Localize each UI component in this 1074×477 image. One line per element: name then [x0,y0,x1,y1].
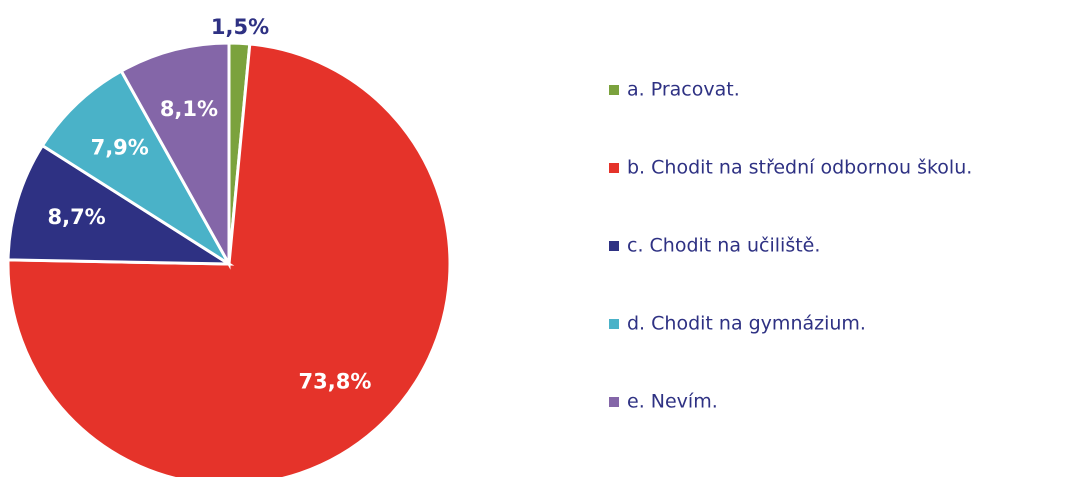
legend-swatch [609,85,619,95]
legend-swatch [609,163,619,173]
value-label: 8,1% [160,97,218,121]
value-label: 7,9% [91,135,149,159]
value-label: 8,7% [47,205,105,229]
legend-label: e. Nevím. [627,391,718,413]
pie-slice [6,143,235,266]
legend-label: d. Chodit na gymnázium. [627,313,866,335]
legend-label: a. Pracovat. [627,79,740,101]
legend-swatch [609,397,619,407]
legend-label: c. Chodit na učiliště. [627,235,820,257]
value-label: 73,8% [299,370,372,394]
legend-swatch [609,241,619,251]
pie-slice [40,68,231,266]
pie-slice [119,41,231,270]
legend-swatch [609,319,619,329]
legend-label: b. Chodit na střední odbornou školu. [627,157,972,179]
pie-slice [6,42,452,477]
value-label: 1,5% [211,15,269,39]
